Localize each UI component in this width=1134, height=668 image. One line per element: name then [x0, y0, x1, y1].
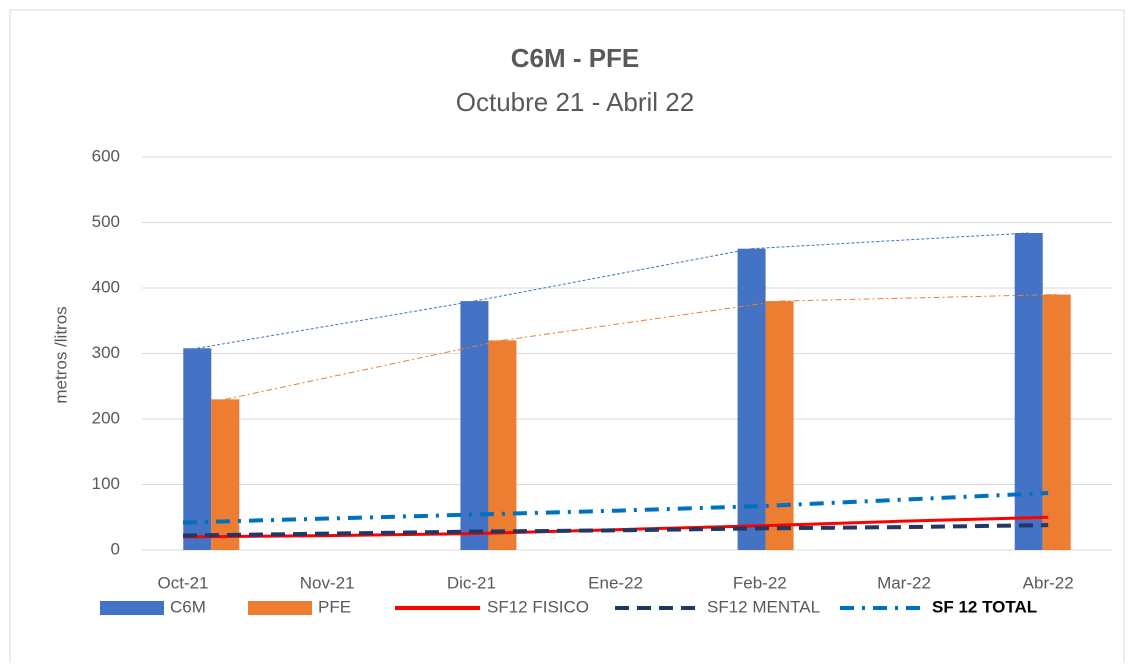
bar-connector [225, 339, 503, 400]
legend-swatch [248, 601, 312, 615]
x-tick-label: Feb-22 [733, 573, 787, 592]
legend-label: SF12 MENTAL [707, 597, 820, 616]
bar [488, 340, 517, 550]
bar [1042, 294, 1071, 550]
y-axis-label: metros /litros [51, 306, 70, 403]
bar [183, 348, 212, 550]
bar-connector [502, 300, 780, 341]
legend-label: SF 12 TOTAL [932, 597, 1037, 616]
legend-label: C6M [170, 597, 206, 616]
x-tick-label: Ene-22 [588, 573, 643, 592]
chart-frame [9, 9, 1125, 668]
y-tick-label: 100 [92, 474, 120, 493]
bar [460, 301, 489, 550]
bar [737, 248, 766, 550]
y-tick-label: 0 [111, 539, 120, 558]
legend-label: SF12 FISICO [487, 597, 589, 616]
bar-connector [751, 232, 1029, 250]
y-tick-label: 300 [92, 343, 120, 362]
series-line [182, 491, 1049, 525]
chart-subtitle: Octubre 21 - Abril 22 [456, 87, 694, 117]
series-line [182, 523, 1049, 538]
legend-label: PFE [318, 597, 351, 616]
x-tick-label: Mar-22 [877, 573, 931, 592]
chart-title: C6M - PFE [511, 43, 640, 73]
bar-connector [474, 248, 752, 302]
bar [211, 399, 240, 550]
y-tick-label: 500 [92, 212, 120, 231]
bar-connector [197, 300, 475, 349]
x-tick-label: Oct-21 [157, 573, 208, 592]
bar [765, 301, 794, 550]
y-tick-label: 400 [92, 277, 120, 296]
bar-connector [779, 294, 1057, 302]
x-tick-label: Dic-21 [447, 573, 496, 592]
y-tick-label: 600 [92, 146, 120, 165]
bar [1014, 232, 1043, 551]
legend-swatch [100, 601, 164, 615]
x-tick-label: Nov-21 [300, 573, 355, 592]
x-tick-label: Abr-22 [1023, 573, 1074, 592]
y-tick-label: 200 [92, 408, 120, 427]
